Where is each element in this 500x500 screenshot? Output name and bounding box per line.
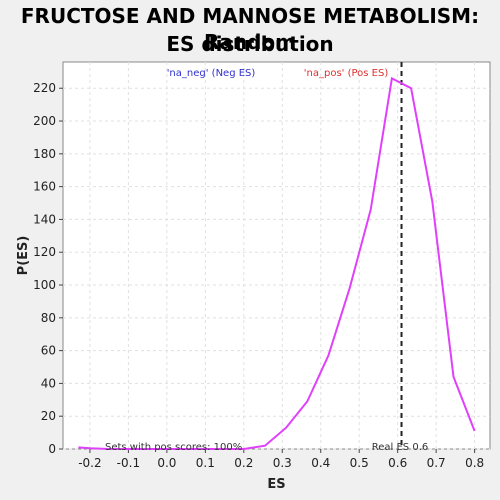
x-tick-label: 0.7: [427, 456, 446, 470]
pos-es-label: 'na_pos' (Pos ES): [304, 68, 389, 79]
x-tick-label: 0.3: [273, 456, 292, 470]
series-line: [78, 76, 476, 450]
neg-es-label: 'na_neg' (Neg ES): [167, 68, 256, 79]
x-tick-label: 0.4: [311, 456, 330, 470]
chart-title-line-1: FRUCTOSE AND MANNOSE METABOLISM: Random: [20, 4, 480, 54]
y-tick-label: 140: [33, 212, 56, 226]
y-axis-label: P(ES): [16, 236, 31, 276]
plot-area: [62, 61, 491, 450]
y-tick-label: 160: [33, 180, 56, 194]
pos-scores-annotation: Sets with pos scores: 100%: [105, 442, 242, 453]
axes: -0.2 -0.1 0.0 0.1 0.2 0.3 0.4 0.5 0.6 0.7 0.8 0 20 40…: [33, 81, 484, 470]
x-tick-label: 0.0: [157, 456, 176, 470]
x-tick-label: 0.2: [234, 456, 253, 470]
y-tick-label: 80: [41, 311, 56, 325]
series-marks: [78, 62, 476, 450]
x-tick-label: 0.1: [196, 456, 215, 470]
x-tick-label: 0.6: [388, 456, 407, 470]
x-axis-label: ES: [267, 477, 285, 492]
x-tick-label: -0.1: [117, 456, 140, 470]
y-tick-label: 120: [33, 245, 56, 259]
y-tick-label: 220: [33, 81, 56, 95]
chart-title-line-2: ES distribution: [166, 32, 334, 56]
y-tick-label: 0: [48, 442, 56, 456]
x-tick-label: 0.8: [465, 456, 484, 470]
x-tick-label: -0.2: [78, 456, 101, 470]
real-es-label: Real ES 0.6: [372, 442, 428, 453]
y-tick-label: 60: [41, 344, 56, 358]
y-tick-label: 200: [33, 114, 56, 128]
grid-lines: [63, 62, 490, 450]
y-tick-label: 20: [41, 409, 56, 423]
y-tick-label: 180: [33, 147, 56, 161]
x-tick-label: 0.5: [350, 456, 369, 470]
y-tick-label: 100: [33, 278, 56, 292]
y-tick-label: 40: [41, 376, 56, 390]
